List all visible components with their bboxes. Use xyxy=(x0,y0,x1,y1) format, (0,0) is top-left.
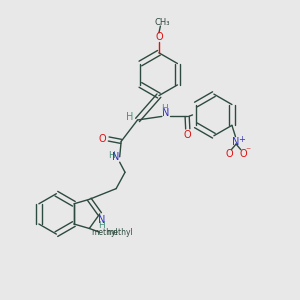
Text: O: O xyxy=(184,130,192,140)
Text: ⁻: ⁻ xyxy=(245,146,250,157)
Text: H: H xyxy=(98,221,105,230)
Text: N: N xyxy=(232,137,240,147)
Text: O: O xyxy=(155,32,163,42)
Text: +: + xyxy=(238,135,244,144)
Text: N: N xyxy=(162,108,170,118)
Text: H: H xyxy=(161,103,168,112)
Text: H: H xyxy=(108,151,115,160)
Text: methyl: methyl xyxy=(106,227,133,236)
Text: O: O xyxy=(99,134,106,144)
Text: N: N xyxy=(112,152,119,162)
Text: CH₃: CH₃ xyxy=(154,18,170,27)
Text: O: O xyxy=(226,148,233,159)
Text: O: O xyxy=(239,148,247,159)
Text: H: H xyxy=(125,112,133,122)
Text: N: N xyxy=(98,215,105,225)
Text: methyl: methyl xyxy=(91,227,118,236)
